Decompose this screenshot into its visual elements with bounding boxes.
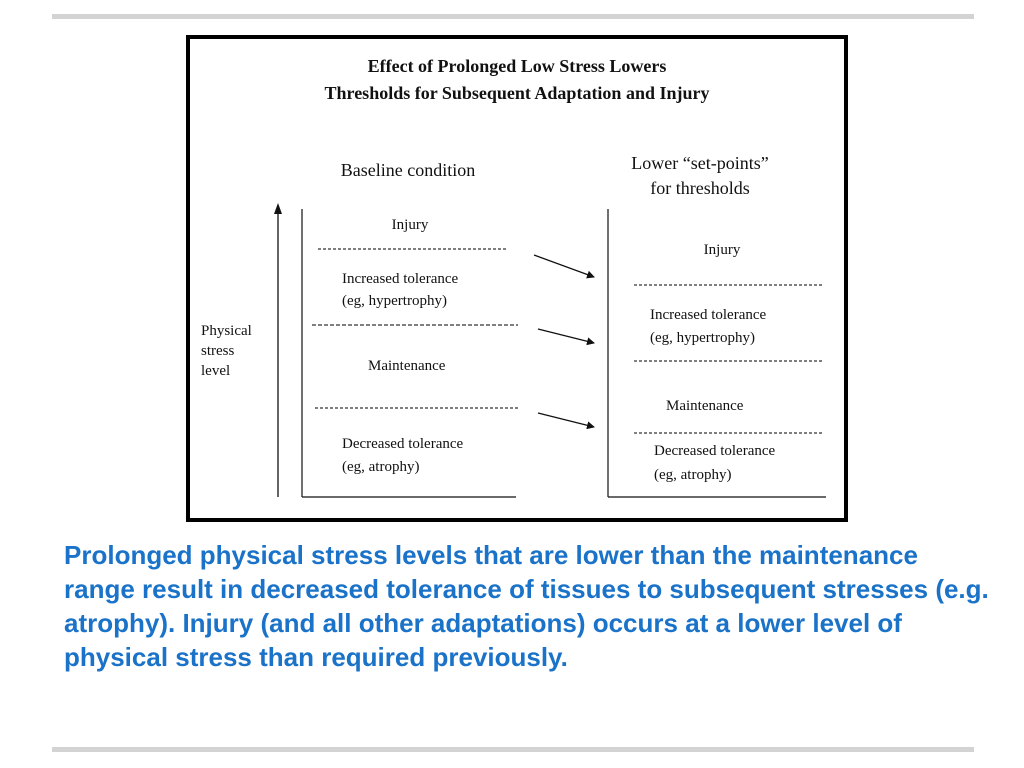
baseline-zone-decreased-line1: Decreased tolerance [342,436,464,452]
baseline-zone-increased-line2: (eg, hypertrophy) [342,293,447,309]
lowered-zone-decreased-line1: Decreased tolerance [654,443,776,459]
shift-arrow-adaptation [537,328,595,346]
shift-arrow-injury [533,254,595,279]
axis-label-line2: stress [201,343,235,359]
bottom-divider [52,747,974,752]
baseline-zone-injury: Injury [391,217,429,233]
baseline-zone-maintenance: Maintenance [368,358,446,374]
diagram-figure: Effect of Prolonged Low Stress Lowers Th… [186,35,848,522]
shift-arrow-maintenance [537,412,595,430]
lowered-heading-line2: for thresholds [650,178,750,198]
figure-title-line2: Thresholds for Subsequent Adaptation and… [324,83,710,103]
baseline-heading: Baseline condition [340,160,476,180]
figure-title-line1: Effect of Prolonged Low Stress Lowers [367,56,667,76]
stress-axis-arrowhead [274,203,282,214]
baseline-zone-increased-line1: Increased tolerance [342,271,459,287]
lowered-zone-increased-line2: (eg, hypertrophy) [650,330,755,346]
lowered-zone-injury: Injury [703,242,741,258]
lowered-heading-line1: Lower “set-points” [631,153,769,173]
lowered-zone-decreased-line2: (eg, atrophy) [654,467,732,483]
axis-label-line3: level [201,363,231,379]
axis-label-line1: Physical [201,323,252,339]
diagram-canvas: Effect of Prolonged Low Stress Lowers Th… [190,39,844,518]
diagram-lines [274,203,826,498]
slide-caption: Prolonged physical stress levels that ar… [64,540,989,672]
lowered-zone-increased-line1: Increased tolerance [650,307,767,323]
baseline-zone-decreased-line2: (eg, atrophy) [342,459,420,475]
lowered-zone-maintenance: Maintenance [666,398,744,414]
top-divider [52,14,974,19]
